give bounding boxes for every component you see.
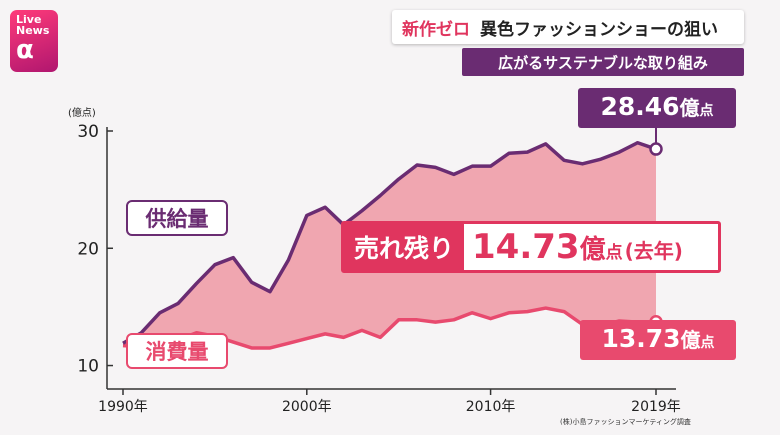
unsold-unit-ten: 点 — [605, 243, 623, 263]
x-tick-label: 1990年 — [98, 399, 148, 415]
headline-box: 新作ゼロ 異色ファッションショーの狙い — [392, 10, 744, 44]
supply-line — [122, 140, 657, 345]
consumption-series-label: 消費量 — [126, 333, 228, 369]
supply-callout-unit-oku: 億 — [679, 96, 700, 120]
source-note: (株)小島ファッションマーケティング調査 — [560, 418, 691, 426]
x-tick-label: 2019年 — [631, 399, 681, 415]
consumption-value-callout: 13.73 億 点 — [580, 320, 736, 360]
y-tick-label: 10 — [77, 357, 99, 377]
supply-callout-value: 28.46 — [600, 92, 680, 121]
supply-callout-unit-ten: 点 — [699, 103, 714, 119]
logo-alpha: α — [16, 35, 34, 65]
unsold-unit-oku: 億 — [579, 235, 606, 265]
supply-series-label: 供給量 — [126, 200, 228, 236]
consumption-callout-unit-ten: 点 — [700, 335, 715, 351]
y-tick-label: 20 — [77, 239, 99, 259]
live-news-alpha-logo: Live News α — [10, 10, 58, 72]
subtitle-box: 広がるサステナブルな取り組み — [462, 48, 744, 76]
y-axis-unit-label: (億点) — [68, 106, 96, 119]
headline-red: 新作ゼロ — [402, 19, 470, 40]
unsold-value-group: 14.73 億 点 (去年) — [464, 227, 683, 267]
logo-line-news: News — [16, 24, 50, 37]
y-tick-label: 30 — [77, 122, 99, 142]
unsold-value: 14.73 — [472, 227, 580, 267]
unsold-note: (去年) — [624, 239, 683, 263]
x-tick-label: 2010年 — [466, 399, 516, 415]
supply-value-callout: 28.46 億 点 — [578, 88, 736, 128]
unsold-label: 売れ残り — [344, 224, 465, 270]
logo-line-live: Live — [16, 13, 42, 26]
supply-end-marker — [649, 142, 663, 156]
consumption-callout-unit-oku: 億 — [680, 328, 701, 352]
headline-main: 異色ファッションショーの狙い — [480, 19, 718, 40]
consumption-callout-value: 13.73 — [601, 324, 681, 353]
unsold-callout: 売れ残り 14.73 億 点 (去年) — [341, 221, 721, 273]
x-tick-label: 2000年 — [282, 399, 332, 415]
